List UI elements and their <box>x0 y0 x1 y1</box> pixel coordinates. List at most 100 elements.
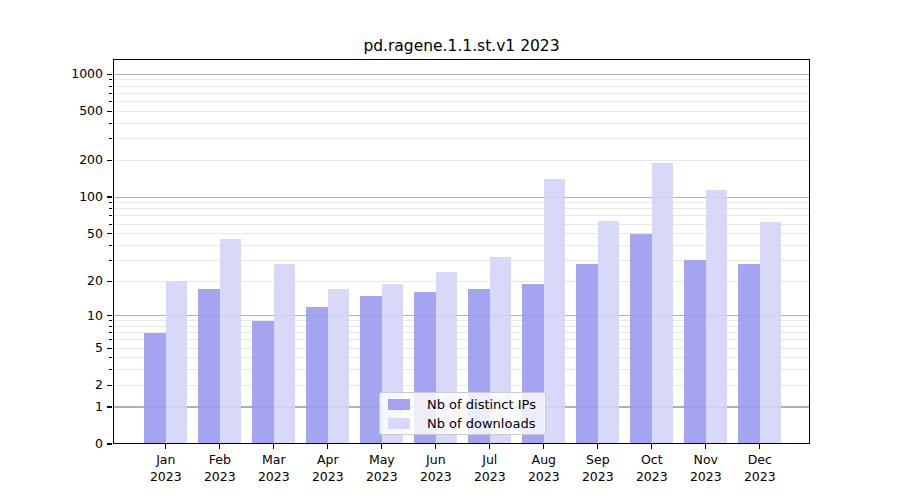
y-minor-tick-60 <box>109 224 112 225</box>
bar-distinct-ips-feb <box>198 289 220 444</box>
bar-distinct-ips-nov <box>684 260 706 444</box>
bar-distinct-ips-apr <box>306 307 328 444</box>
gridline-y-900 <box>113 79 810 80</box>
y-minor-tick-9 <box>109 320 112 321</box>
chart-title: pd.ragene.1.1.st.v1 2023 <box>113 36 810 56</box>
y-tick-1000 <box>107 74 112 75</box>
x-tick-jan <box>165 444 166 449</box>
y-minor-tick-300 <box>109 138 112 139</box>
y-tick-label-1: 1 <box>47 400 103 414</box>
legend-swatch-downloads <box>388 418 410 429</box>
bar-distinct-ips-mar <box>252 321 274 444</box>
legend: Nb of distinct IPs Nb of downloads <box>379 392 546 435</box>
bar-distinct-ips-sep <box>576 264 598 444</box>
x-tick-aug <box>543 444 544 449</box>
y-tick-50 <box>107 233 112 234</box>
y-minor-tick-400 <box>109 123 112 124</box>
bar-downloads-nov <box>706 190 728 444</box>
bar-distinct-ips-jan <box>144 333 166 444</box>
y-minor-tick-6 <box>109 339 112 340</box>
bar-downloads-jan <box>166 281 188 444</box>
x-tick-label-feb: Feb2023 <box>193 452 247 485</box>
y-minor-tick-900 <box>109 79 112 80</box>
y-tick-20 <box>107 281 112 282</box>
x-tick-label-apr: Apr2023 <box>301 452 355 485</box>
y-minor-tick-70 <box>109 215 112 216</box>
y-tick-label-0: 0 <box>47 437 103 451</box>
x-tick-label-mar: Mar2023 <box>247 452 301 485</box>
y-minor-tick-90 <box>109 202 112 203</box>
y-minor-tick-80 <box>109 208 112 209</box>
y-tick-5 <box>107 348 112 349</box>
y-tick-label-500: 500 <box>47 104 103 118</box>
legend-item-distinct-ips: Nb of distinct IPs <box>386 397 539 412</box>
x-tick-dec <box>759 444 760 449</box>
y-minor-tick-30 <box>109 260 112 261</box>
legend-label-downloads: Nb of downloads <box>427 416 535 431</box>
y-minor-tick-7 <box>109 332 112 333</box>
y-tick-label-2: 2 <box>47 378 103 392</box>
x-tick-label-jan: Jan2023 <box>139 452 193 485</box>
y-tick-10 <box>107 315 112 316</box>
bar-distinct-ips-dec <box>738 264 760 444</box>
y-tick-100 <box>107 196 112 197</box>
y-minor-tick-700 <box>109 93 112 94</box>
gridline-y-300 <box>113 138 810 139</box>
x-tick-label-aug: Aug2023 <box>517 452 571 485</box>
y-tick-label-100: 100 <box>47 190 103 204</box>
x-tick-label-nov: Nov2023 <box>679 452 733 485</box>
bar-downloads-dec <box>760 222 782 444</box>
x-tick-oct <box>651 444 652 449</box>
y-tick-500 <box>107 111 112 112</box>
gridline-y-700 <box>113 93 810 94</box>
y-tick-label-1000: 1000 <box>47 67 103 81</box>
plot-area: 01251020501002005001000Jan2023Feb2023Mar… <box>113 59 810 444</box>
y-tick-label-50: 50 <box>47 227 103 241</box>
x-tick-label-dec: Dec2023 <box>733 452 787 485</box>
y-tick-1 <box>107 406 112 407</box>
bar-distinct-ips-oct <box>630 234 652 444</box>
bar-downloads-sep <box>598 221 620 444</box>
gridline-y-800 <box>113 86 810 87</box>
y-tick-label-5: 5 <box>47 341 103 355</box>
x-tick-label-jul: Jul2023 <box>463 452 517 485</box>
x-tick-may <box>381 444 382 449</box>
legend-label-distinct-ips: Nb of distinct IPs <box>427 397 536 412</box>
x-tick-sep <box>597 444 598 449</box>
y-tick-label-10: 10 <box>47 309 103 323</box>
bar-downloads-feb <box>220 239 242 444</box>
x-tick-apr <box>327 444 328 449</box>
bar-downloads-oct <box>652 163 674 444</box>
y-tick-label-20: 20 <box>47 274 103 288</box>
y-minor-tick-3 <box>109 369 112 370</box>
y-tick-0 <box>107 443 112 444</box>
y-tick-200 <box>107 160 112 161</box>
gridline-y-500 <box>113 111 810 112</box>
x-tick-jul <box>489 444 490 449</box>
bar-downloads-aug <box>544 179 566 444</box>
x-tick-label-oct: Oct2023 <box>625 452 679 485</box>
x-tick-nov <box>705 444 706 449</box>
gridline-y-400 <box>113 123 810 124</box>
gridline-y-200 <box>113 160 810 161</box>
x-tick-feb <box>219 444 220 449</box>
legend-swatch-distinct-ips <box>388 399 410 410</box>
chart-figure: pd.ragene.1.1.st.v1 2023 012510205010020… <box>0 0 900 500</box>
x-tick-mar <box>273 444 274 449</box>
y-minor-tick-40 <box>109 245 112 246</box>
gridline-y-600 <box>113 101 810 102</box>
x-tick-jun <box>435 444 436 449</box>
y-tick-label-200: 200 <box>47 153 103 167</box>
y-minor-tick-4 <box>109 357 112 358</box>
x-tick-label-jun: Jun2023 <box>409 452 463 485</box>
bar-downloads-mar <box>274 264 296 444</box>
y-minor-tick-800 <box>109 86 112 87</box>
bar-downloads-apr <box>328 289 350 444</box>
y-tick-2 <box>107 385 112 386</box>
y-minor-tick-8 <box>109 326 112 327</box>
legend-item-downloads: Nb of downloads <box>386 416 539 431</box>
gridline-y-1000 <box>113 74 810 75</box>
x-tick-label-may: May2023 <box>355 452 409 485</box>
y-minor-tick-600 <box>109 101 112 102</box>
x-tick-label-sep: Sep2023 <box>571 452 625 485</box>
